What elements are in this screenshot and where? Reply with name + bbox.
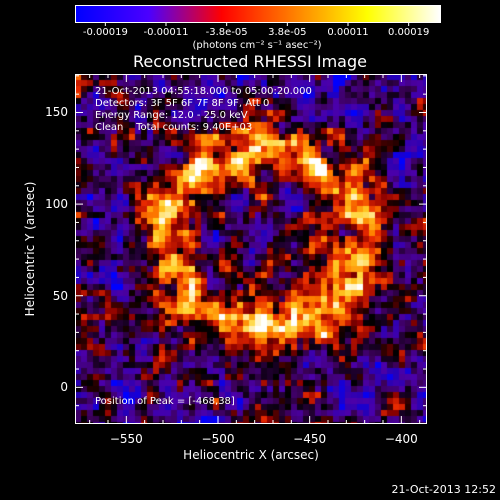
x-tick-label: −550 bbox=[109, 432, 143, 446]
timestamp: 21-Oct-2013 12:52 bbox=[391, 483, 496, 496]
y-tick-label: 0 bbox=[60, 380, 68, 395]
rhessi-image-plot bbox=[75, 74, 427, 424]
x-tick-label: −400 bbox=[384, 432, 418, 446]
peak-position: Position of Peak = [-468,38] bbox=[95, 396, 235, 407]
colorbar bbox=[75, 5, 441, 23]
info-energy-range: Energy Range: 12.0 - 25.0 keV bbox=[95, 110, 248, 121]
plot-frame bbox=[75, 74, 427, 424]
colorbar-tick-label: 3.8e-05 bbox=[268, 27, 307, 38]
colorbar-tick-label: 0.00011 bbox=[327, 27, 369, 38]
colorbar-tick-label: -0.00019 bbox=[82, 27, 128, 38]
x-tick-label: −500 bbox=[201, 432, 235, 446]
info-time-range: 21-Oct-2013 04:55:18.000 to 05:00:20.000 bbox=[95, 86, 312, 97]
colorbar-tick-label: -3.8e-05 bbox=[205, 27, 248, 38]
colorbar-tick-label: -0.00011 bbox=[143, 27, 189, 38]
y-tick-label: 150 bbox=[45, 105, 68, 120]
x-tick-label: −450 bbox=[293, 432, 327, 446]
rhessi-image-heatmap bbox=[75, 74, 427, 424]
info-detectors: Detectors: 3F 5F 6F 7F 8F 9F, Att 0 bbox=[95, 98, 270, 109]
y-tick-label: 100 bbox=[45, 197, 68, 212]
colorbar-ticks bbox=[104, 22, 410, 26]
colorbar-units: (photons cm⁻² s⁻¹ asec⁻²) bbox=[192, 40, 322, 51]
plot-title: Reconstructed RHESSI Image bbox=[133, 52, 367, 71]
y-tick-label: 50 bbox=[52, 288, 68, 303]
info-clean-counts: Clean Total counts: 9.40E+03 bbox=[95, 122, 253, 133]
plot-axes-frame bbox=[75, 74, 427, 424]
x-axis-label: Heliocentric X (arcsec) bbox=[183, 448, 319, 462]
colorbar-tick-label: 0.00019 bbox=[387, 27, 430, 38]
y-axis-label: Heliocentric Y (arcsec) bbox=[23, 181, 37, 317]
